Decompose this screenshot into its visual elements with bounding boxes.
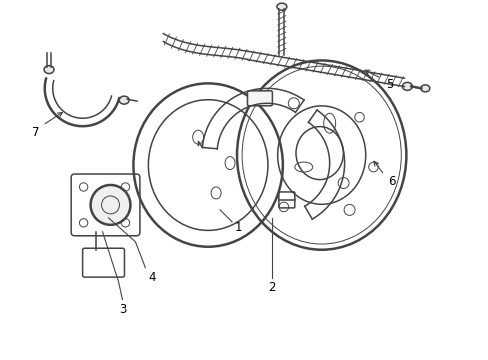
Text: 7: 7: [32, 126, 40, 139]
Ellipse shape: [44, 66, 54, 73]
Text: 1: 1: [234, 221, 241, 234]
Text: 2: 2: [267, 281, 275, 294]
Ellipse shape: [402, 82, 411, 90]
Text: 3: 3: [119, 303, 126, 316]
FancyBboxPatch shape: [247, 91, 272, 106]
Text: 6: 6: [387, 175, 394, 189]
Text: 5: 5: [385, 78, 392, 91]
Ellipse shape: [420, 85, 429, 92]
Text: 4: 4: [148, 271, 156, 284]
Ellipse shape: [276, 3, 286, 10]
Ellipse shape: [119, 96, 129, 104]
Circle shape: [90, 185, 130, 225]
